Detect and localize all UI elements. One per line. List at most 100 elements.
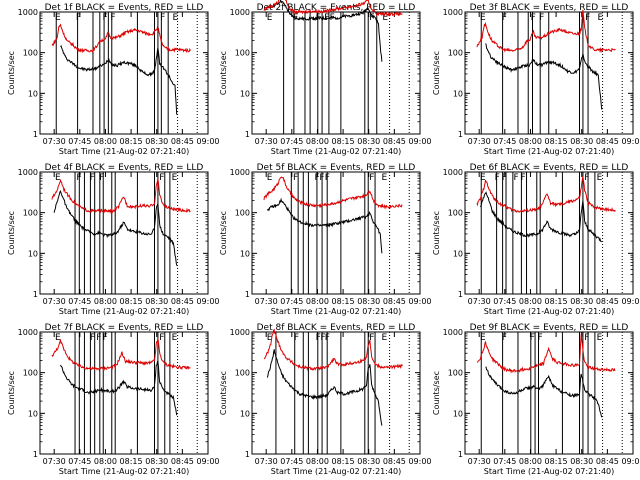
y-axis-label: Counts/sec (219, 211, 228, 255)
flag-label: E (480, 13, 486, 23)
x-tick-label: 08:00 (94, 137, 117, 146)
series-lld (476, 333, 616, 374)
flag-label: F (316, 333, 321, 343)
flag-label: E (480, 333, 486, 343)
flag-label: F (320, 333, 325, 343)
flag-label: E (480, 173, 486, 183)
y-axis-label: Counts/sec (7, 211, 16, 255)
panel-title: Det 5f BLACK = Events, RED = LLD (257, 163, 416, 173)
flag-label: F (369, 333, 374, 343)
x-tick-label: 07:30 (255, 137, 278, 146)
x-tick-label: 07:45 (280, 137, 303, 146)
flag-label: E (55, 333, 61, 343)
plot-frame (464, 171, 634, 295)
x-tick-label: 08:30 (145, 457, 168, 466)
plot-frame (39, 171, 209, 295)
panel-title: Det 4f BLACK = Events, RED = LLD (45, 163, 204, 173)
series-lld (476, 9, 616, 54)
y-axis-label: Counts/sec (432, 51, 441, 95)
flag-label: F (96, 333, 101, 343)
series-lld (51, 178, 191, 215)
flag-label: F (160, 13, 165, 23)
flag-label: E (172, 333, 178, 343)
plot-frame (39, 331, 209, 455)
flag-label: F (316, 13, 321, 23)
x-tick-label: 08:15 (332, 457, 355, 466)
panel-title: Det 9f BLACK = Events, RED = LLD (470, 323, 629, 333)
x-tick-label: 08:45 (171, 297, 194, 306)
flag-label: F (539, 13, 544, 23)
flag-label: F (324, 13, 329, 23)
x-axis-label: Start Time (21-Aug-02 07:21:40) (59, 147, 190, 156)
y-tick-label: 1 (245, 130, 250, 139)
y-axis-label: Counts/sec (432, 371, 441, 415)
y-tick-label: 100 (235, 209, 250, 218)
x-tick-label: 08:00 (519, 457, 542, 466)
plot-frame (251, 171, 421, 295)
flag-label: F (502, 173, 507, 183)
x-tick-label: 08:15 (332, 137, 355, 146)
flag-label: E (382, 13, 388, 23)
y-tick-label: 1000 (443, 8, 463, 17)
x-tick-label: 08:30 (357, 457, 380, 466)
x-tick-label: 08:00 (519, 137, 542, 146)
flag-label: F (369, 13, 374, 23)
x-tick-label: 08:45 (596, 297, 619, 306)
x-tick-label: 08:45 (596, 457, 619, 466)
flag-label: F (537, 333, 542, 343)
flag-label: F (103, 13, 108, 23)
y-tick-label: 1 (458, 450, 463, 459)
flag-label: F (76, 173, 81, 183)
y-tick-label: 100 (448, 369, 463, 378)
series-events (53, 190, 178, 266)
flag-label: F (159, 173, 164, 183)
x-axis-label: Start Time (21-Aug-02 07:21:40) (484, 467, 615, 476)
x-tick-label: 08:15 (120, 297, 143, 306)
flag-label: F (76, 13, 81, 23)
x-tick-label: 08:15 (545, 297, 568, 306)
x-tick-label: 08:45 (383, 137, 406, 146)
flag-label: F (369, 173, 374, 183)
flag-label: F (110, 13, 115, 23)
flag-label: E (172, 13, 178, 23)
y-tick-label: 100 (23, 369, 38, 378)
series-lld (51, 23, 191, 54)
y-tick-label: 1000 (230, 328, 250, 337)
x-tick-label: 07:45 (280, 297, 303, 306)
y-tick-label: 1 (458, 130, 463, 139)
y-tick-label: 10 (28, 249, 38, 258)
flag-label: E (55, 173, 61, 183)
y-tick-label: 10 (28, 409, 38, 418)
x-axis-label: Start Time (21-Aug-02 07:21:40) (271, 467, 402, 476)
x-tick-label: 08:00 (306, 457, 329, 466)
x-tick-label: 08:00 (306, 297, 329, 306)
series-events (60, 360, 178, 416)
flag-label: F (294, 333, 299, 343)
x-axis-label: Start Time (21-Aug-02 07:21:40) (59, 467, 190, 476)
x-tick-label: 07:30 (43, 137, 66, 146)
y-axis-label: Counts/sec (432, 211, 441, 255)
panel-title: Det 1f BLACK = Events, RED = LLD (45, 3, 204, 13)
series-events (60, 44, 178, 115)
plot-frame (251, 11, 421, 135)
flag-label: F (531, 13, 536, 23)
y-tick-label: 1 (33, 290, 38, 299)
y-tick-label: 10 (240, 89, 250, 98)
flag-label: E (55, 13, 61, 23)
x-tick-label: 08:45 (171, 137, 194, 146)
flag-label: F (585, 13, 590, 23)
x-axis-label: Start Time (21-Aug-02 07:21:40) (271, 307, 402, 316)
x-tick-label: 09:00 (408, 297, 431, 306)
y-tick-label: 10 (240, 249, 250, 258)
x-tick-label: 08:45 (383, 297, 406, 306)
x-tick-label: 08:00 (519, 297, 542, 306)
x-tick-label: 07:30 (468, 137, 491, 146)
series-events (266, 349, 383, 426)
x-tick-label: 07:30 (468, 297, 491, 306)
y-tick-label: 1 (458, 290, 463, 299)
x-tick-label: 09:00 (196, 137, 219, 146)
flag-label: E (597, 173, 603, 183)
